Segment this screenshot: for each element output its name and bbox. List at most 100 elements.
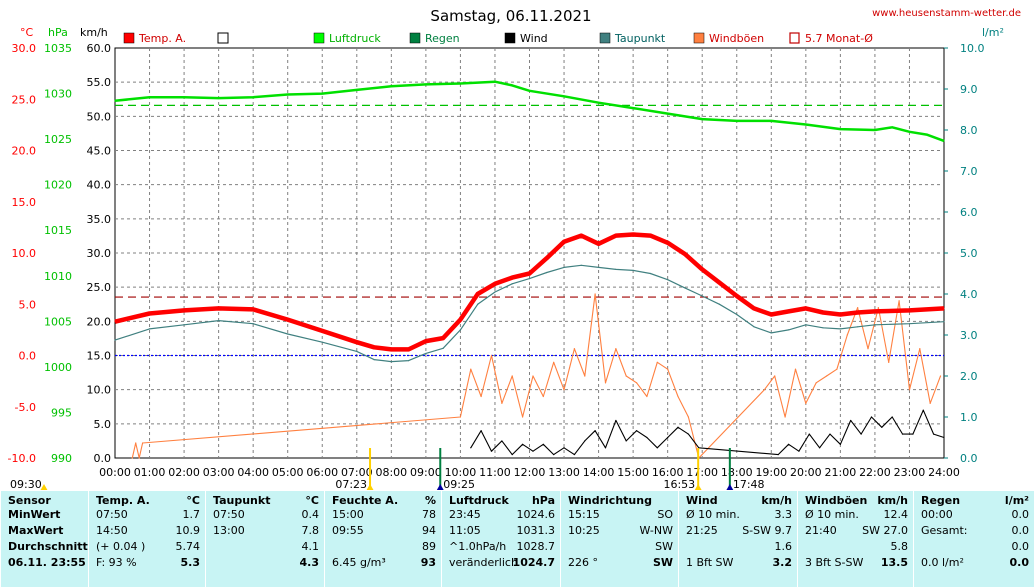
temp-tick-label: 25.0 xyxy=(12,93,37,106)
data-point xyxy=(131,457,133,459)
cell-value: 4.3 xyxy=(299,556,320,569)
legend-label: Regen xyxy=(425,32,460,45)
x-tick-label: 05:00 xyxy=(272,466,304,479)
data-point xyxy=(901,433,904,435)
series-wind xyxy=(470,409,945,456)
data-point xyxy=(287,319,289,321)
wind-tick-label: 55.0 xyxy=(87,76,112,89)
data-point xyxy=(408,348,410,350)
data-point xyxy=(908,309,911,311)
x-tick-label: 12:00 xyxy=(514,466,546,479)
data-point xyxy=(860,433,862,435)
data-point xyxy=(667,242,669,244)
legend-swatch xyxy=(409,32,421,44)
data-point xyxy=(490,450,493,452)
data-point xyxy=(770,332,772,334)
chart-title: Samstag, 06.11.2021 xyxy=(430,7,591,25)
data-point xyxy=(597,243,600,245)
data-point xyxy=(929,402,931,404)
cell-value: S-SW 9.7 xyxy=(742,524,792,537)
x-tick-label: 08:00 xyxy=(375,466,407,479)
data-point xyxy=(252,96,254,98)
cell-value: 13.5 xyxy=(880,556,908,569)
data-point xyxy=(805,402,807,404)
data-point xyxy=(511,283,513,285)
x-tick-label: 00:00 xyxy=(99,466,131,479)
cell-label: 07:50 xyxy=(213,508,245,521)
cell-value: 0.0 xyxy=(1011,524,1030,537)
data-point xyxy=(490,354,493,357)
temp-tick-label: 15.0 xyxy=(12,196,37,209)
data-point xyxy=(808,433,810,435)
cell-label: 07:50 xyxy=(96,508,128,521)
data-point xyxy=(494,81,496,83)
data-point xyxy=(943,307,945,309)
data-point xyxy=(183,324,185,326)
temp-unit-label: °C xyxy=(20,26,34,39)
data-point xyxy=(701,295,703,297)
series-temp-a- xyxy=(114,232,945,352)
legend-item: Wind xyxy=(504,32,548,45)
data-point xyxy=(218,97,220,99)
data-point xyxy=(532,450,534,452)
data-point xyxy=(777,453,779,456)
data-point xyxy=(521,416,524,418)
data-point xyxy=(114,339,116,341)
temp-tick-label: -5.0 xyxy=(15,401,36,414)
wind-tick-label: 5.0 xyxy=(94,418,112,431)
data-point xyxy=(183,96,185,98)
data-point xyxy=(511,277,513,279)
data-point xyxy=(553,361,555,363)
cell-value: 3.2 xyxy=(772,556,793,569)
data-point xyxy=(114,321,116,323)
data-point xyxy=(908,131,911,133)
pressure-tick-label: 1010 xyxy=(44,270,72,283)
weather-chart: 00:00 01:00 02:00 03:00 04:00 05:00 06:00 07:00… xyxy=(8,7,1021,490)
data-point xyxy=(511,84,513,86)
cell-label: 23:45 xyxy=(449,508,481,521)
data-point xyxy=(736,120,738,122)
data-point xyxy=(881,426,883,428)
left-sun-icon xyxy=(40,484,48,490)
data-point xyxy=(373,359,375,361)
legend-item xyxy=(217,32,229,44)
data-point xyxy=(649,272,651,275)
table-column: Windrichtung 15:15 SO 10:25 W-NW SW 226 ° SW xyxy=(560,491,679,587)
data-point xyxy=(511,453,513,456)
data-point xyxy=(459,329,462,331)
x-tick-label: 24:00 xyxy=(928,466,960,479)
data-point xyxy=(701,268,703,270)
wind-tick-label: 60.0 xyxy=(87,42,112,55)
data-point xyxy=(553,453,555,456)
table-column: Regen l/m² 00:00 0.0 Gesamt: 0.0 0.0 0.0 l/m² 0.… xyxy=(913,491,1034,587)
data-point xyxy=(646,395,648,398)
data-point xyxy=(501,402,503,404)
data-point xyxy=(511,375,513,377)
data-point xyxy=(839,328,841,330)
series-luftdruck xyxy=(114,80,945,143)
temp-tick-label: 5.0 xyxy=(19,298,37,311)
data-point xyxy=(635,430,638,432)
cell-value: 7.8 xyxy=(301,524,320,537)
cell-value: 12.4 xyxy=(883,508,909,521)
cell-value: 5.74 xyxy=(175,540,201,553)
pressure-tick-label: 990 xyxy=(51,452,72,465)
cell-label: veränderlich xyxy=(449,556,518,569)
table-column: Windböen km/h Ø 10 min. 12.4 21:40 SW 27.0 5.8… xyxy=(797,491,914,587)
data-point xyxy=(943,321,945,323)
data-point xyxy=(718,282,721,284)
cell-label: 15:00 xyxy=(332,508,364,521)
series-line xyxy=(131,293,942,459)
cell-value: 0.0 xyxy=(1009,556,1030,569)
data-point xyxy=(857,311,859,314)
data-point xyxy=(805,123,807,126)
data-point xyxy=(839,443,841,445)
data-point xyxy=(594,430,596,432)
legend-label: Luftdruck xyxy=(329,32,381,45)
data-point xyxy=(874,324,876,326)
data-point xyxy=(912,433,914,435)
cell-label: 15:15 xyxy=(568,508,600,521)
cell-label: (+ 0.04 ) xyxy=(96,540,146,553)
data-point xyxy=(939,375,942,377)
column-unit: l/m² xyxy=(1004,494,1029,507)
